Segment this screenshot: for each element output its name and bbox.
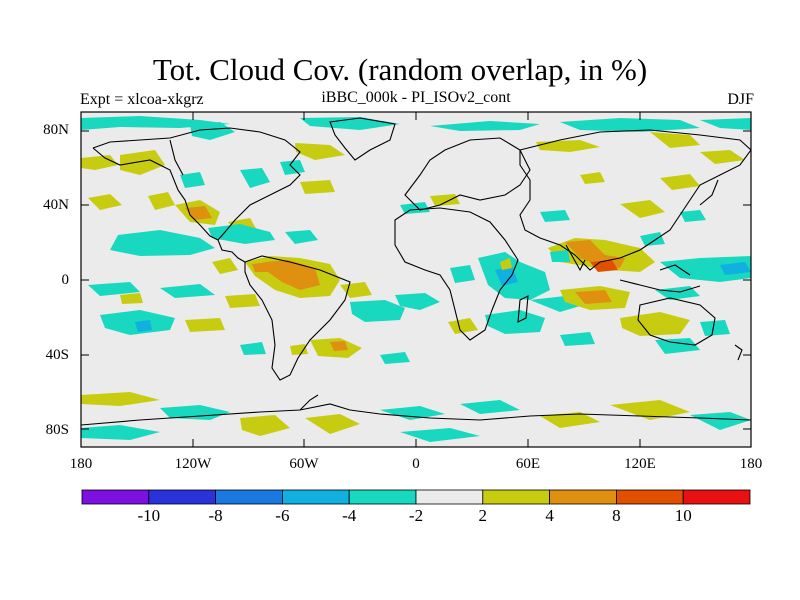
colorbar-swatch [81,489,150,505]
colorbar-tick-label: -2 [408,506,424,525]
colorbar-swatch [549,489,617,505]
map-background [81,112,751,447]
colorbar-swatch [281,489,350,505]
lat-label-80n: 80N [43,122,69,138]
lon-label-60w: 60W [289,456,319,472]
lon-label-120w: 120W [174,456,212,472]
lon-label-0: 0 [412,456,420,472]
lon-label-60e: 60E [515,456,541,472]
colorbar-swatch [482,489,550,505]
plot-title: Tot. Cloud Cov. (random overlap, in %) [152,52,648,87]
lat-ticks [81,130,751,430]
lat-label-0: 0 [61,272,70,288]
colorbar-swatch [616,489,684,505]
colorbar-swatch [348,489,417,505]
colorbar-swatch [415,489,484,505]
season-label: DJF [727,91,754,108]
colorbar-swatch [215,489,283,505]
colorbar-tick-label: -6 [275,506,290,525]
lat-label-80s: 80S [45,422,69,438]
colorbar-tick-label: 10 [674,506,692,525]
colorbar-tick-label: 2 [478,506,488,525]
lon-label-120e: 120E [624,456,656,472]
colorbar-tick-label: -8 [208,506,223,525]
colorbar-tick-label: 8 [612,506,621,525]
colorbar-tick-label: -4 [342,506,357,525]
coastlines [81,117,751,426]
lon-label-180w: 180 [69,456,93,472]
experiment-label: Expt = xlcoa-xkgrz [80,91,204,108]
colorbar [81,489,751,505]
lat-label-40s: 40S [45,347,69,363]
lon-ticks [192,112,641,447]
run-label: iBBC_000k - PI_ISOv2_cont [321,89,511,106]
anomaly-field [81,116,751,442]
colorbar-tick-label: 4 [545,506,554,525]
lon-label-180e: 180 [739,456,763,472]
colorbar-tick-label: -10 [137,506,161,525]
colorbar-swatch [148,489,217,505]
colorbar-swatch [682,489,751,505]
lat-label-40n: 40N [43,197,69,213]
